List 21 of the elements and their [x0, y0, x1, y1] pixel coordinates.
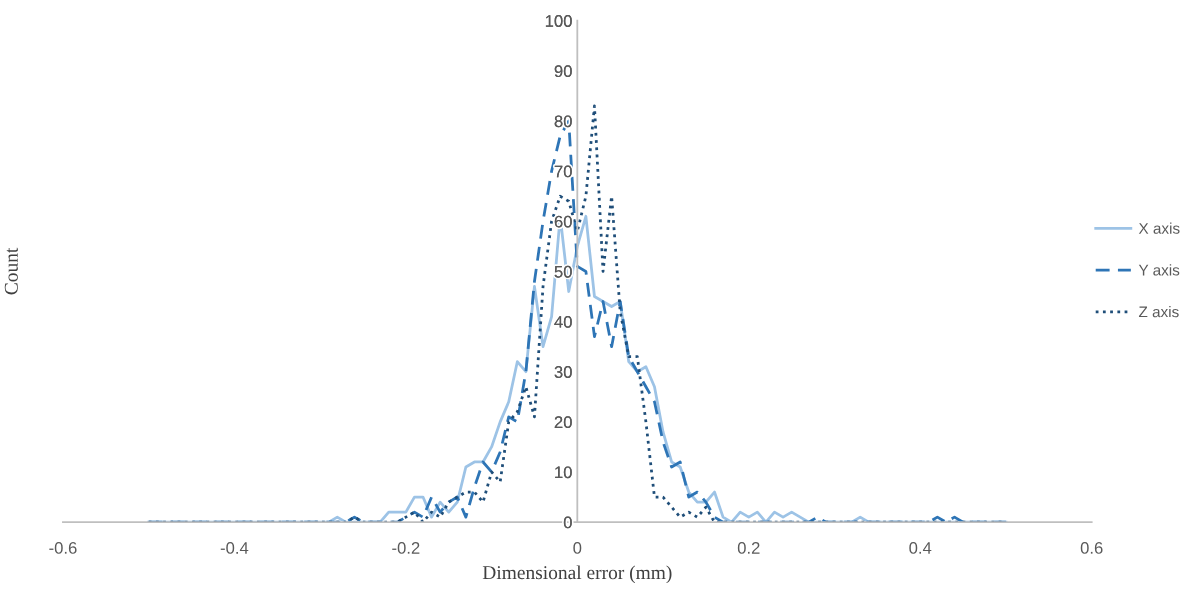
y-tick-label: 100 — [545, 15, 572, 27]
y-axis-title: Count — [4, 247, 18, 295]
x-tick-label: 0 — [573, 542, 582, 554]
x-tick-label: -0.2 — [392, 542, 420, 554]
x-tick-label: 0.6 — [1080, 542, 1103, 554]
x-axis-title: Dimensional error (mm) — [482, 565, 672, 584]
y-tick-label: 70 — [554, 165, 572, 178]
y-tick-label: 10 — [555, 466, 572, 479]
y-tick-label: 30 — [554, 366, 572, 378]
x-tick-label: -0.4 — [220, 542, 249, 554]
y-tick-label: 90 — [554, 65, 572, 78]
legend-label: Y axis — [1138, 264, 1180, 276]
legend-label: Z axis — [1138, 306, 1179, 318]
y-tick-label: 80 — [554, 115, 572, 128]
x-tick-label: 0.2 — [737, 542, 760, 554]
x-tick-label: -0.6 — [49, 542, 77, 554]
legend-label: X axis — [1138, 222, 1180, 234]
y-tick-label: 0 — [563, 516, 572, 529]
y-tick-label: 40 — [554, 315, 572, 328]
x-tick-label: 0.4 — [909, 542, 932, 554]
y-tick-label: 20 — [554, 416, 572, 429]
